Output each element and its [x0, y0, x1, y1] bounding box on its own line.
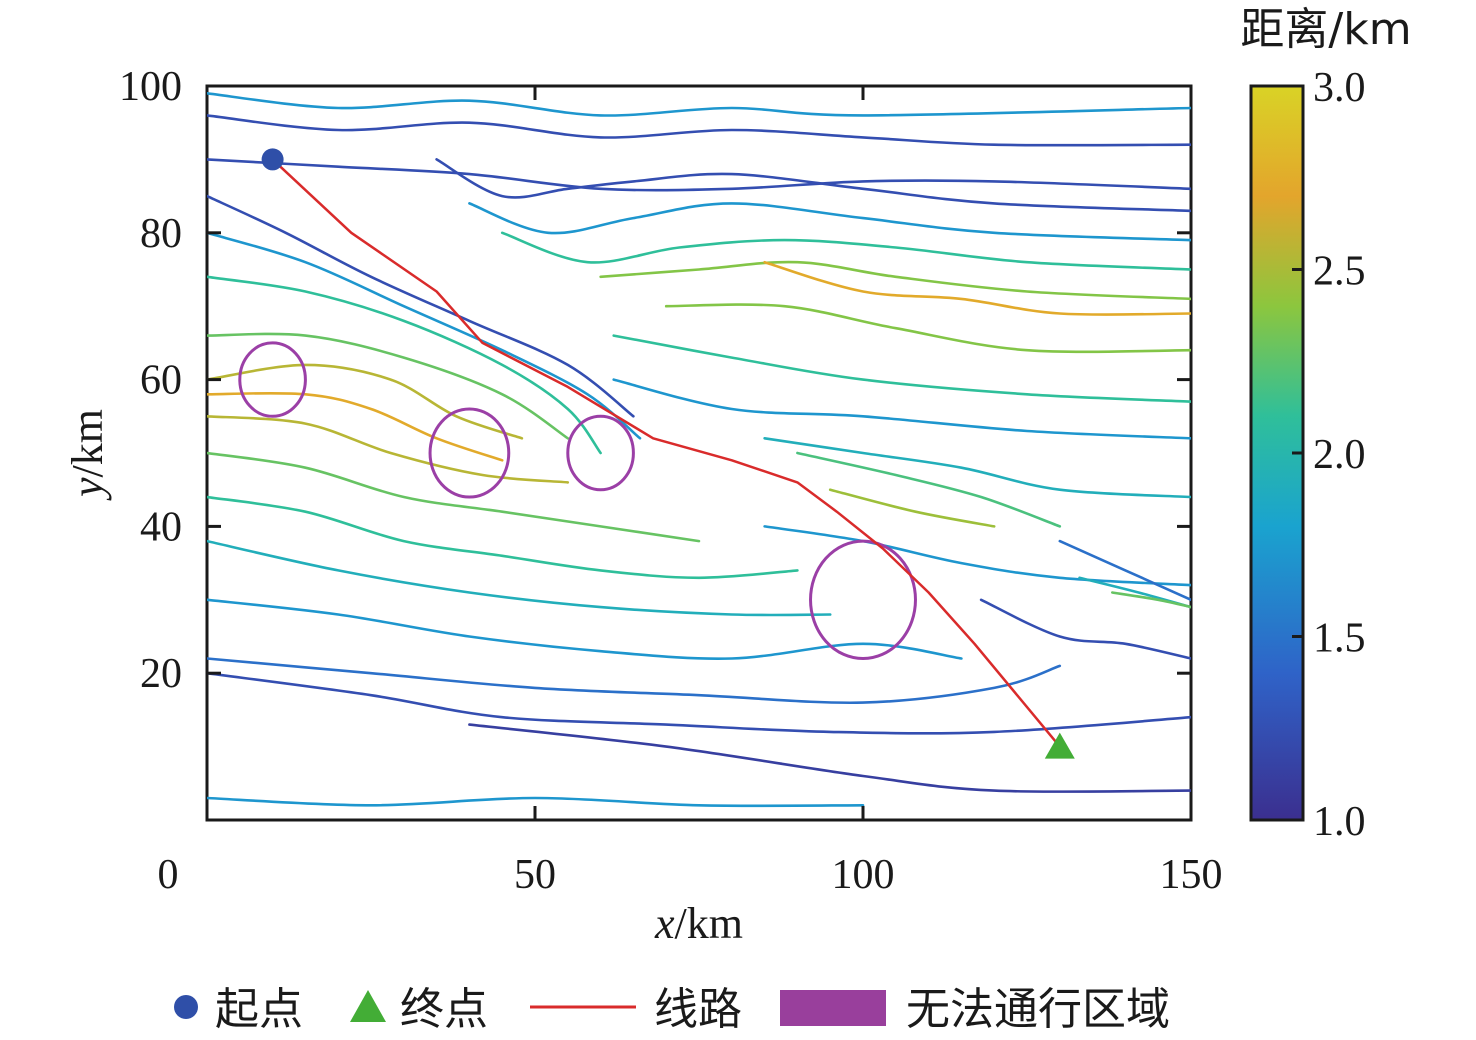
contour-line-12 — [207, 539, 832, 617]
contour-line-8 — [207, 391, 504, 462]
point-markers — [261, 148, 1075, 759]
x-tick-label-1: 50 — [514, 852, 556, 898]
legend-zone-label: 无法通行区域 — [906, 984, 1170, 1035]
contour-line-16 — [468, 723, 1191, 794]
legend-start-label: 起点 — [215, 984, 303, 1035]
colorbar-ticks: 1.0 1.5 2.0 2.5 3.0 — [1292, 65, 1366, 845]
y-axis-label: y/km — [63, 409, 112, 501]
contour-line-1 — [207, 158, 1191, 192]
start-point-marker — [261, 148, 284, 171]
y-tick-label-4: 100 — [119, 64, 182, 110]
contour-line-19 — [468, 202, 1191, 242]
contour-line-29 — [763, 525, 1191, 587]
contour-line-17 — [207, 796, 865, 808]
contour-line-20 — [500, 231, 1191, 271]
contour-line-9 — [207, 415, 570, 484]
colorbar-tick-label-4: 3.0 — [1313, 65, 1366, 111]
contour-line-32 — [1111, 591, 1191, 609]
plot-area — [205, 84, 1193, 822]
contour-line-3 — [207, 194, 635, 418]
contour-line-28 — [828, 488, 996, 528]
legend-start-marker — [174, 995, 198, 1019]
contour-line-14 — [207, 657, 1062, 705]
legend-route-label: 线路 — [654, 984, 742, 1035]
impassable-zone-0 — [238, 341, 307, 418]
colorbar-title: 距离/km — [1240, 4, 1411, 55]
contour-line-22 — [763, 260, 1191, 316]
contour-line-13 — [207, 598, 963, 660]
legend: 起点 终点 线路 无法通行区域 — [174, 984, 1170, 1035]
impassable-zone-2 — [566, 414, 635, 492]
contour-line-11 — [207, 495, 799, 580]
impassable-zone-1 — [428, 407, 511, 499]
impassable-zones — [238, 341, 917, 661]
x-tick-label-2: 100 — [832, 852, 895, 898]
contour-line-15 — [207, 671, 1191, 735]
contour-line-27 — [796, 451, 1062, 528]
route-layer — [271, 158, 1061, 748]
contour-line-4 — [207, 231, 642, 440]
x-axis-label: x/km — [654, 899, 743, 948]
contour-line-7 — [207, 363, 524, 440]
contour-line-23 — [664, 303, 1191, 354]
contour-line-26 — [763, 437, 1191, 499]
impassable-zone-3 — [809, 539, 917, 661]
x-axis-ticks: 0 50 100 150 — [158, 86, 1223, 898]
y-axis-ticks: 20 40 60 80 100 — [119, 64, 1191, 697]
route-line — [271, 158, 1061, 748]
x-tick-label-3: 150 — [1160, 852, 1223, 898]
colorbar-tick-label-0: 1.0 — [1313, 799, 1366, 845]
legend-zone-marker — [780, 990, 886, 1026]
contour-line-6 — [207, 332, 570, 440]
contour-line-5 — [207, 275, 602, 455]
y-tick-label-1: 40 — [140, 504, 182, 550]
contour-line-24 — [612, 334, 1191, 403]
end-point-marker — [1044, 732, 1075, 759]
y-tick-label-2: 60 — [140, 358, 182, 404]
colorbar-tick-label-3: 2.5 — [1313, 249, 1366, 295]
x-tick-label-0: 0 — [158, 852, 179, 898]
colorbar-tick-label-2: 2.0 — [1313, 432, 1366, 478]
legend-end-label: 终点 — [400, 984, 488, 1035]
contour-line-10 — [207, 451, 701, 543]
contour-line-21 — [599, 260, 1191, 301]
contour-line-25 — [612, 378, 1191, 440]
contour-line-33 — [979, 598, 1191, 660]
contour-line-0 — [207, 114, 1191, 147]
legend-end-marker — [350, 990, 386, 1022]
y-tick-label-3: 80 — [140, 211, 182, 257]
y-tick-label-0: 20 — [140, 651, 182, 697]
contour-line-30 — [1058, 539, 1191, 602]
colorbar-tick-label-1: 1.5 — [1313, 616, 1366, 662]
contour-line-2 — [207, 92, 1191, 117]
contour-line-18 — [435, 158, 1191, 213]
contour-lines — [207, 92, 1191, 808]
